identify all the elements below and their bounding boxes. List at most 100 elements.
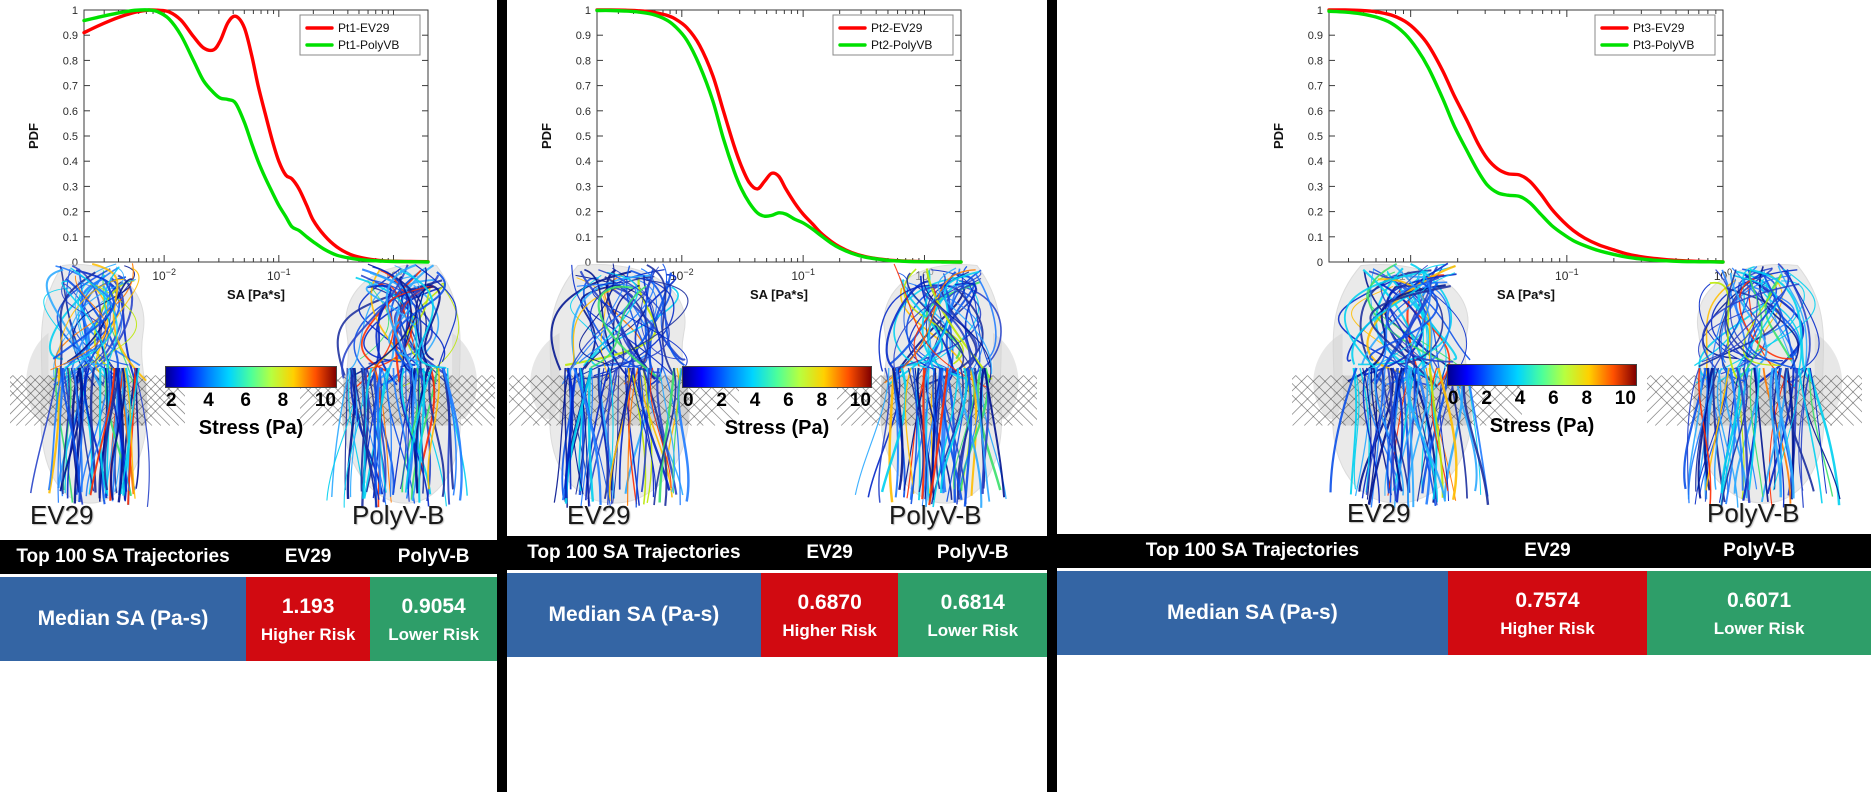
svg-text:10−1: 10−1	[1555, 267, 1579, 283]
series-Pt2-PolyVB	[595, 8, 963, 264]
colorbar-tick-label: 4	[749, 390, 761, 411]
polyvb-risk-badge: Lower Risk	[927, 620, 1019, 640]
svg-text:0.6: 0.6	[63, 106, 78, 118]
polyvb-risk-badge: Lower Risk	[1713, 618, 1805, 638]
svg-text:0.4: 0.4	[63, 156, 78, 168]
svg-text:0.5: 0.5	[63, 131, 78, 143]
svg-text:0.1: 0.1	[1308, 232, 1323, 244]
table-header-polyvb: PolyV-B	[936, 542, 1009, 563]
table-cell-ev29: 0.6870 Higher Risk	[760, 573, 899, 657]
series-Pt3-PolyVB	[1327, 9, 1725, 264]
svg-text:1: 1	[72, 5, 78, 17]
table-cell-polyvb: 0.6814 Lower Risk	[898, 573, 1047, 657]
table-cell-metric-label: Median SA (Pa-s)	[0, 577, 246, 661]
svg-text:0: 0	[585, 257, 591, 269]
svg-text:0.9: 0.9	[63, 30, 78, 42]
table-header-polyvb: PolyV-B	[1723, 540, 1795, 561]
ev29-risk-badge: Higher Risk	[1500, 618, 1595, 638]
svg-text:0.6: 0.6	[576, 106, 591, 118]
table-data-row: Median SA (Pa-s) 0.6870 Higher Risk 0.6814 L…	[507, 573, 1047, 657]
colorbar-gradient	[682, 366, 872, 388]
colorbar-tick-label: 4	[203, 390, 214, 411]
model-label-polyvb: PolyV-B	[352, 500, 445, 530]
svg-text:0.1: 0.1	[576, 232, 591, 244]
svg-text:0: 0	[72, 257, 78, 269]
svg-text:0.2: 0.2	[63, 207, 78, 219]
svg-text:0.7: 0.7	[576, 81, 591, 93]
colorbar-title: Stress (Pa)	[198, 417, 304, 439]
table-header-metric: Top 100 SA Trajectories	[16, 546, 230, 567]
ev29-median-value: 1.193	[281, 595, 335, 619]
svg-text:0.8: 0.8	[576, 55, 591, 67]
svg-text:0.7: 0.7	[1308, 81, 1323, 93]
pdf-chart-svg: 00.10.20.30.40.50.60.70.80.9110−210−1100…	[26, 5, 430, 302]
svg-text:Pt2-EV29: Pt2-EV29	[871, 21, 923, 35]
svg-text:0.4: 0.4	[1308, 156, 1323, 168]
model-label-polyvb: PolyV-B	[1707, 498, 1800, 528]
model-label-ev29: EV29	[1347, 498, 1411, 528]
table-header-row: Top 100 SA Trajectories EV29 PolyV-B	[507, 536, 1047, 570]
colorbar-tick-label: 6	[240, 390, 251, 411]
geometry-render-polyvb	[1647, 258, 1862, 508]
colorbar-tick-label: 10	[314, 390, 336, 411]
colorbar-tick-label: 2	[716, 390, 727, 411]
colorbar-tick-label: 8	[816, 390, 828, 411]
flow-streamlines-render	[10, 262, 185, 508]
geometry-render-polyvb	[837, 258, 1037, 508]
colorbar-tick-label: 2	[166, 390, 177, 411]
table-header-metric: Top 100 SA Trajectories	[1145, 540, 1360, 561]
flow-streamlines-render	[509, 263, 739, 508]
table-header-ev29: EV29	[1524, 540, 1571, 561]
ev29-risk-badge: Higher Risk	[782, 620, 877, 640]
svg-text:Pt1-PolyVB: Pt1-PolyVB	[338, 38, 399, 52]
flow-streamlines-render	[1647, 263, 1862, 508]
svg-text:SA [Pa*s]: SA [Pa*s]	[227, 287, 285, 302]
table-data-row: Median SA (Pa-s) 1.193 Higher Risk 0.9054 Lo…	[0, 577, 497, 661]
colorbar-tick-label: 0	[1448, 388, 1459, 409]
flow-streamlines-render	[1292, 262, 1522, 508]
colorbar-tick-label: 4	[1514, 388, 1526, 409]
svg-text:Pt1-EV29: Pt1-EV29	[338, 21, 390, 35]
geometry-render-ev29	[10, 258, 185, 508]
colorbar-ticks: 0 2 4 6 8 10	[682, 390, 872, 412]
svg-text:0.6: 0.6	[1308, 106, 1323, 118]
svg-text:SA [Pa*s]: SA [Pa*s]	[1497, 287, 1555, 302]
svg-text:PDF: PDF	[26, 123, 41, 149]
results-table-pt1: Top 100 SA Trajectories EV29 PolyV-B Median…	[0, 540, 497, 661]
svg-text:0.5: 0.5	[576, 131, 591, 143]
metric-label-text: Median SA (Pa-s)	[37, 607, 209, 630]
svg-text:0.9: 0.9	[576, 30, 591, 42]
svg-text:0.2: 0.2	[1308, 207, 1323, 219]
svg-text:0.9: 0.9	[1308, 30, 1323, 42]
series-Pt3-EV29	[1327, 8, 1725, 264]
svg-text:Pt3-PolyVB: Pt3-PolyVB	[1633, 38, 1694, 52]
svg-text:0.3: 0.3	[576, 181, 591, 193]
stress-colorbar: 0 2 4 6 8 10 Stress (Pa)	[682, 366, 872, 440]
svg-text:SA [Pa*s]: SA [Pa*s]	[750, 287, 808, 302]
table-cell-polyvb: 0.9054 Lower Risk	[370, 577, 497, 661]
svg-text:0.3: 0.3	[63, 181, 78, 193]
svg-text:0.1: 0.1	[63, 232, 78, 244]
colorbar-tick-label: 6	[783, 390, 794, 411]
results-table-pt2: Top 100 SA Trajectories EV29 PolyV-B Median…	[507, 536, 1047, 657]
panel-pt3: 00.10.20.30.40.50.60.70.80.9110−210−1100…	[1057, 0, 1871, 792]
svg-text:0.7: 0.7	[63, 81, 78, 93]
svg-text:1: 1	[585, 5, 591, 17]
ev29-risk-badge: Higher Risk	[260, 624, 356, 644]
colorbar-tick-label: 0	[683, 390, 694, 411]
svg-text:Pt2-PolyVB: Pt2-PolyVB	[871, 38, 932, 52]
polyvb-median-value: 0.6071	[1726, 589, 1792, 613]
panel-divider	[497, 0, 507, 792]
polyvb-median-value: 0.9054	[401, 595, 466, 619]
model-label-polyvb: PolyV-B	[889, 500, 982, 530]
panel-divider	[1047, 0, 1057, 792]
table-cell-metric-label: Median SA (Pa-s)	[507, 573, 761, 657]
pdf-chart-pt2: 00.10.20.30.40.50.60.70.80.9110−210−1100…	[535, 2, 975, 302]
geometry-render-ev29	[1292, 258, 1522, 508]
polyvb-median-value: 0.6814	[940, 591, 1005, 615]
model-label-ev29: EV29	[30, 500, 94, 530]
table-header-metric: Top 100 SA Trajectories	[527, 542, 741, 563]
table-header-ev29: EV29	[284, 546, 332, 567]
svg-text:1: 1	[1317, 5, 1323, 17]
